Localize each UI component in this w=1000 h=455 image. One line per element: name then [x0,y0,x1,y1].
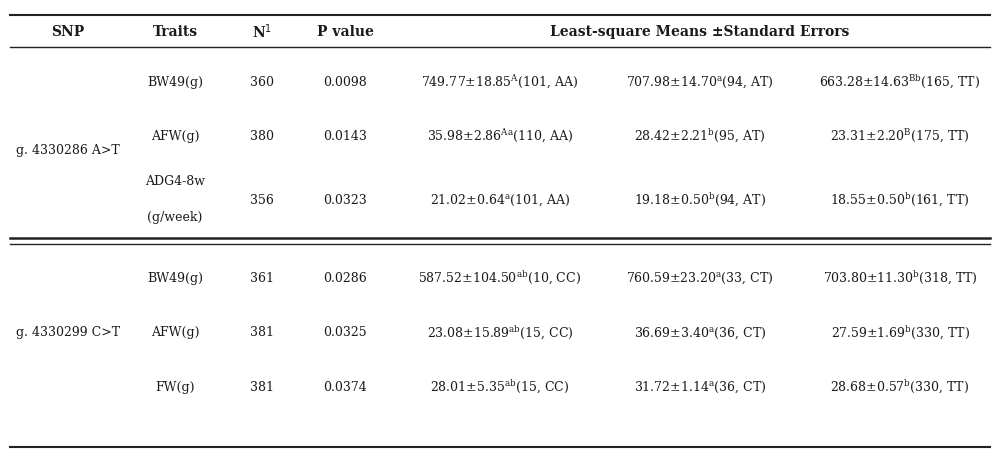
Text: (g/week): (g/week) [147,211,203,223]
Text: FW(g): FW(g) [155,380,195,393]
Text: 361: 361 [250,271,274,284]
Text: 587.52±104.50$^{\mathregular{ab}}$(10, CC): 587.52±104.50$^{\mathregular{ab}}$(10, C… [418,269,582,286]
Text: 663.28±14.63$^{\mathregular{Bb}}$(165, TT): 663.28±14.63$^{\mathregular{Bb}}$(165, T… [819,73,981,91]
Text: SNP: SNP [51,25,85,39]
Text: 21.02±0.64$^{\mathregular{a}}$(101, AA): 21.02±0.64$^{\mathregular{a}}$(101, AA) [430,192,570,208]
Text: 0.0143: 0.0143 [323,130,367,143]
Text: 380: 380 [250,130,274,143]
Text: g. 4330299 C>T: g. 4330299 C>T [16,326,120,339]
Text: N$^1$: N$^1$ [252,23,272,41]
Text: 0.0374: 0.0374 [323,380,367,393]
Text: 707.98±14.70$^{\mathregular{a}}$(94, AT): 707.98±14.70$^{\mathregular{a}}$(94, AT) [626,74,774,90]
Text: 0.0323: 0.0323 [323,194,367,207]
Text: 18.55±0.50$^{\mathregular{b}}$(161, TT): 18.55±0.50$^{\mathregular{b}}$(161, TT) [830,192,970,209]
Text: 381: 381 [250,380,274,393]
Text: 703.80±11.30$^{\mathregular{b}}$(318, TT): 703.80±11.30$^{\mathregular{b}}$(318, TT… [823,269,977,286]
Text: 31.72±1.14$^{\mathregular{a}}$(36, CT): 31.72±1.14$^{\mathregular{a}}$(36, CT) [634,379,766,394]
Text: 23.08±15.89$^{\mathregular{ab}}$(15, CC): 23.08±15.89$^{\mathregular{ab}}$(15, CC) [427,324,573,341]
Text: AFW(g): AFW(g) [151,130,199,143]
Text: 0.0286: 0.0286 [323,271,367,284]
Text: BW49(g): BW49(g) [147,271,203,284]
Text: BW49(g): BW49(g) [147,76,203,88]
Text: ADG4-8w: ADG4-8w [145,174,205,187]
Text: 35.98±2.86$^{\mathregular{Aa}}$(110, AA): 35.98±2.86$^{\mathregular{Aa}}$(110, AA) [427,128,573,145]
Text: 23.31±2.20$^{\mathregular{B}}$(175, TT): 23.31±2.20$^{\mathregular{B}}$(175, TT) [830,128,970,145]
Text: 28.42±2.21$^{\mathregular{b}}$(95, AT): 28.42±2.21$^{\mathregular{b}}$(95, AT) [634,128,766,145]
Text: 356: 356 [250,194,274,207]
Text: g. 4330286 A>T: g. 4330286 A>T [16,144,120,157]
Text: AFW(g): AFW(g) [151,326,199,339]
Text: 28.01±5.35$^{\mathregular{ab}}$(15, CC): 28.01±5.35$^{\mathregular{ab}}$(15, CC) [430,378,570,395]
Text: Traits: Traits [152,25,198,39]
Text: 0.0325: 0.0325 [323,326,367,339]
Text: 760.59±23.20$^{\mathregular{a}}$(33, CT): 760.59±23.20$^{\mathregular{a}}$(33, CT) [626,270,774,285]
Text: 36.69±3.40$^{\mathregular{a}}$(36, CT): 36.69±3.40$^{\mathregular{a}}$(36, CT) [634,324,766,340]
Text: P value: P value [317,25,373,39]
Text: 28.68±0.57$^{\mathregular{b}}$(330, TT): 28.68±0.57$^{\mathregular{b}}$(330, TT) [830,378,970,395]
Text: 19.18±0.50$^{\mathregular{b}}$(94, AT): 19.18±0.50$^{\mathregular{b}}$(94, AT) [634,192,766,209]
Text: 27.59±1.69$^{\mathregular{b}}$(330, TT): 27.59±1.69$^{\mathregular{b}}$(330, TT) [831,324,969,341]
Text: Least-square Means ±Standard Errors: Least-square Means ±Standard Errors [550,25,850,39]
Text: 360: 360 [250,76,274,88]
Text: 381: 381 [250,326,274,339]
Text: 749.77±18.85$^{\mathregular{A}}$(101, AA): 749.77±18.85$^{\mathregular{A}}$(101, AA… [421,73,579,91]
Text: 0.0098: 0.0098 [323,76,367,88]
